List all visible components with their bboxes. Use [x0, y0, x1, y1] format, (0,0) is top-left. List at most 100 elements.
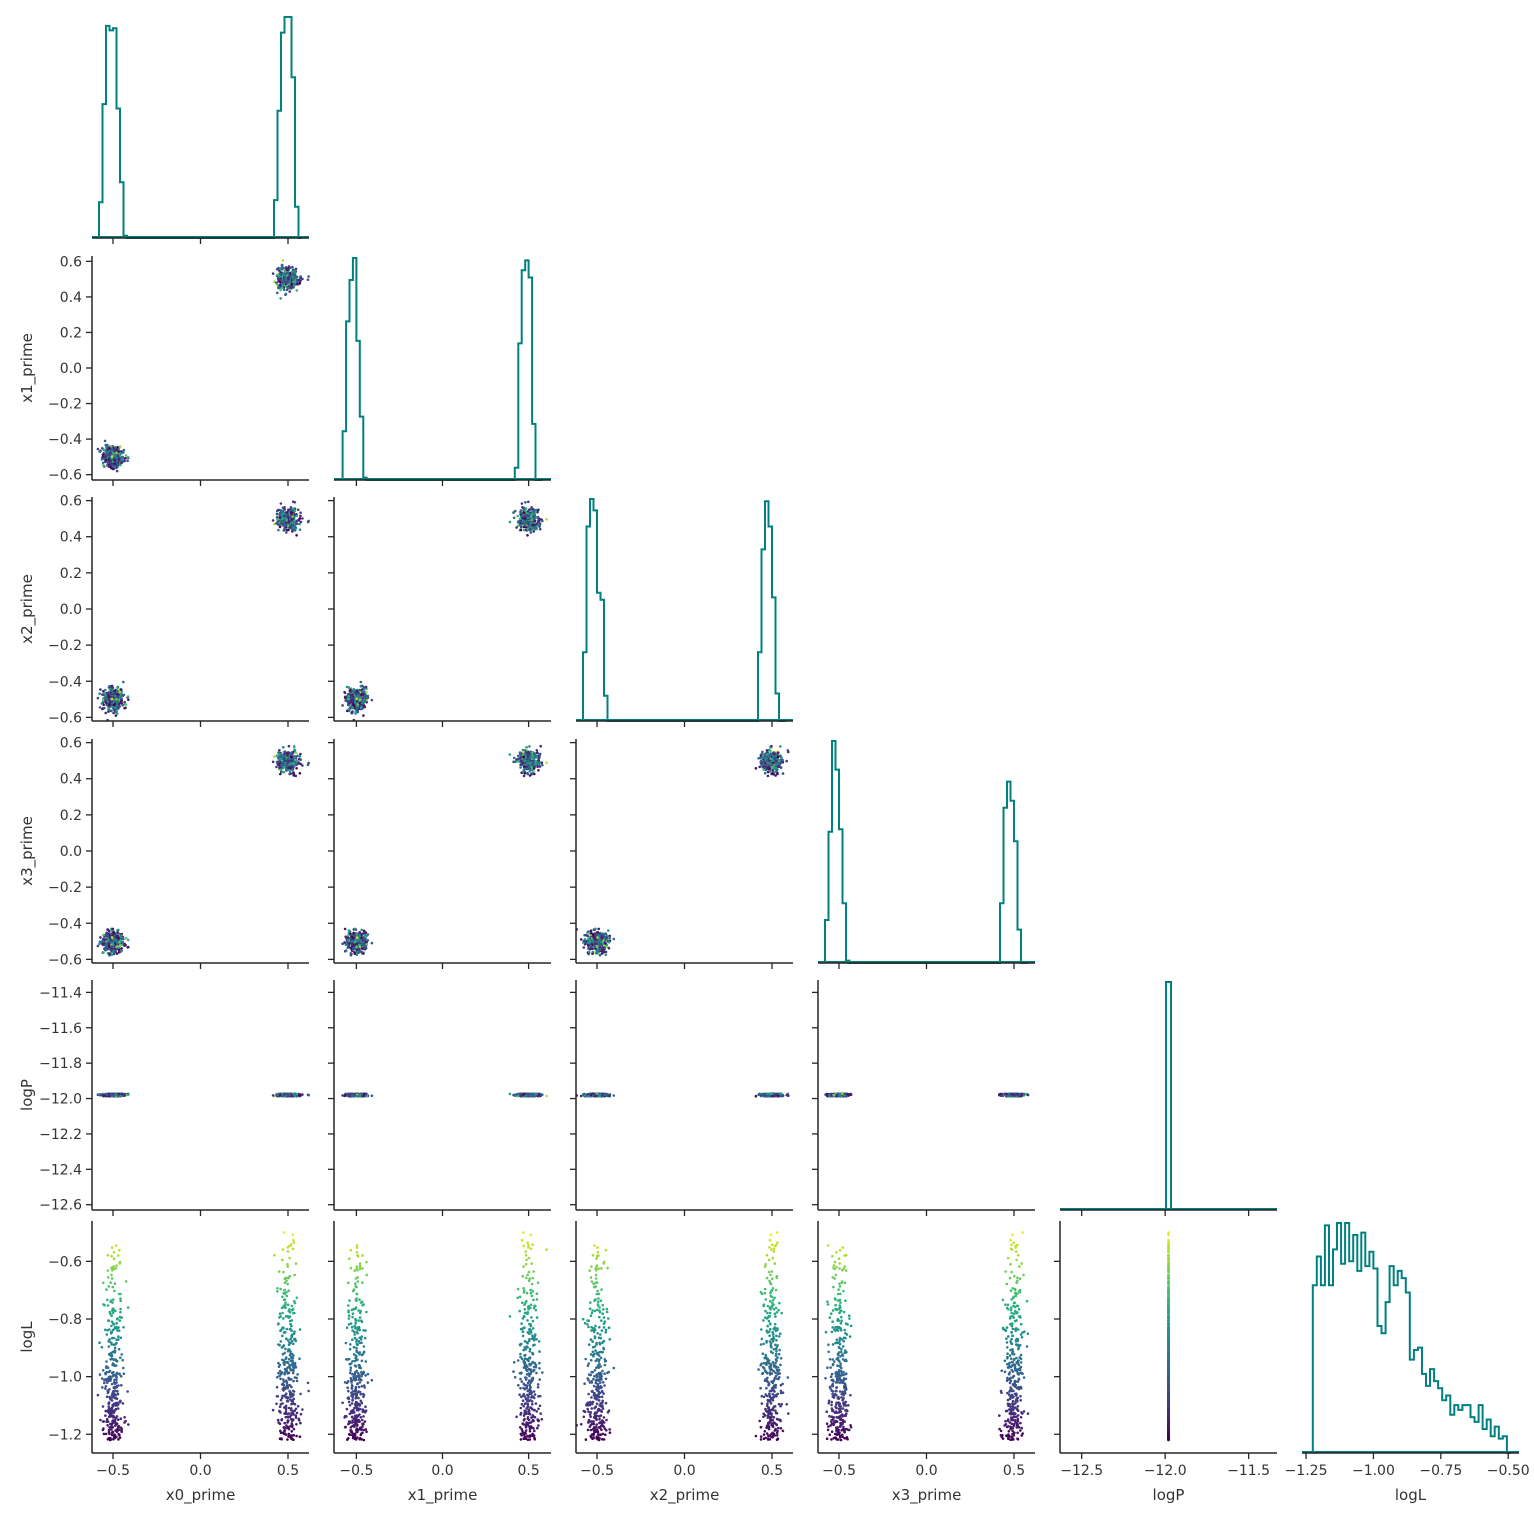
- scatter-point: [294, 751, 298, 754]
- scatter-point: [291, 768, 294, 772]
- scatter-point: [98, 1093, 101, 1096]
- scatter-point: [102, 951, 105, 954]
- y-tick-label: 0.2: [60, 808, 82, 824]
- scatter-point: [103, 449, 106, 452]
- scatter-point: [280, 519, 284, 523]
- scatter-point: [295, 514, 299, 518]
- scatter-point: [104, 688, 107, 692]
- scatter-point: [785, 759, 788, 763]
- scatter-point: [118, 445, 122, 448]
- scatter-point: [275, 760, 279, 764]
- scatter-point: [533, 527, 536, 531]
- scatter-point: [285, 288, 289, 292]
- scatter-point: [353, 706, 357, 710]
- scatter-point: [117, 928, 120, 932]
- scatter-point: [355, 939, 359, 942]
- scatter-point: [521, 761, 524, 765]
- scatter-point: [779, 745, 782, 748]
- scatter-point: [522, 511, 525, 514]
- scatter-point: [273, 522, 276, 526]
- scatter-point: [607, 940, 611, 944]
- scatter-point: [306, 520, 310, 524]
- scatter-point: [289, 772, 293, 775]
- scatter-point: [537, 519, 540, 522]
- scatter-point: [278, 766, 281, 770]
- scatter-point: [529, 529, 532, 532]
- scatter-point: [107, 942, 111, 945]
- scatter-point: [115, 448, 119, 452]
- y-tick-label: 0.4: [60, 772, 82, 788]
- scatter-point: [529, 515, 533, 519]
- scatter-point: [98, 450, 101, 453]
- scatter-point: [107, 710, 110, 713]
- scatter-point: [123, 942, 126, 946]
- scatter-point: [286, 267, 290, 271]
- scatter-point: [362, 952, 365, 955]
- scatter-point: [358, 698, 362, 701]
- scatter-point: [341, 942, 344, 946]
- scatter-point: [370, 698, 374, 702]
- scatter-point: [111, 463, 114, 467]
- scatter-point: [770, 744, 773, 748]
- scatter-point: [117, 457, 121, 461]
- scatter-point: [298, 528, 302, 531]
- scatter-point: [279, 772, 282, 776]
- scatter-point: [776, 755, 780, 759]
- scatter-point: [107, 453, 110, 456]
- y-tick-label: −0.2: [48, 638, 82, 654]
- y-tick-label: 0.0: [60, 602, 82, 618]
- scatter-point: [299, 514, 302, 518]
- hist-x3_prime: [824, 740, 1028, 964]
- scatter-point: [290, 521, 293, 525]
- scatter-point: [522, 774, 526, 778]
- scatter-point: [296, 508, 300, 512]
- scatter-point: [508, 520, 512, 524]
- y-tick-label: 0.2: [60, 566, 82, 582]
- scatter-point: [356, 706, 359, 709]
- scatter-point: [292, 764, 296, 768]
- scatter-point: [103, 706, 106, 710]
- scatter-point: [767, 748, 771, 752]
- scatter-point: [772, 765, 775, 769]
- scatter-point: [513, 509, 517, 513]
- scatter-point: [277, 528, 280, 532]
- scatter-point: [106, 464, 109, 467]
- scatter-point: [115, 451, 118, 455]
- scatter-point: [271, 272, 275, 275]
- scatter-point: [282, 746, 285, 749]
- scatter-point: [119, 938, 122, 942]
- scatter-point: [115, 710, 118, 713]
- scatter-point: [341, 704, 344, 707]
- scatter-point: [96, 944, 100, 948]
- scatter-point: [532, 530, 535, 533]
- scatter-point: [96, 696, 100, 700]
- scatter-point: [126, 695, 130, 698]
- scatter-point: [124, 456, 127, 460]
- scatter-point: [273, 755, 276, 758]
- scatter-point: [120, 688, 123, 691]
- scatter-point: [767, 754, 771, 758]
- scatter-point: [508, 753, 512, 756]
- scatter-point: [590, 945, 593, 949]
- scatter-point: [520, 502, 524, 505]
- scatter-point: [278, 274, 281, 278]
- scatter-point: [763, 766, 767, 770]
- y-tick-label: −0.6: [48, 710, 82, 726]
- scatter-point: [284, 524, 288, 528]
- scatter-point: [121, 455, 124, 459]
- scatter-point: [113, 446, 117, 449]
- scatter-point: [344, 949, 348, 952]
- scatter-point: [520, 752, 523, 755]
- scatter-point: [104, 460, 107, 464]
- panel-x2_prime-vs-x1_prime: [328, 497, 551, 727]
- scatter-point: [295, 522, 299, 526]
- scatter-point: [606, 937, 609, 940]
- scatter-point: [349, 947, 353, 950]
- scatter-point: [591, 950, 595, 954]
- scatter-point: [293, 761, 297, 764]
- scatter-point: [115, 698, 118, 701]
- scatter-point: [124, 703, 128, 706]
- scatter-point: [298, 517, 302, 520]
- scatter-point: [603, 939, 607, 943]
- scatter-point: [539, 744, 542, 748]
